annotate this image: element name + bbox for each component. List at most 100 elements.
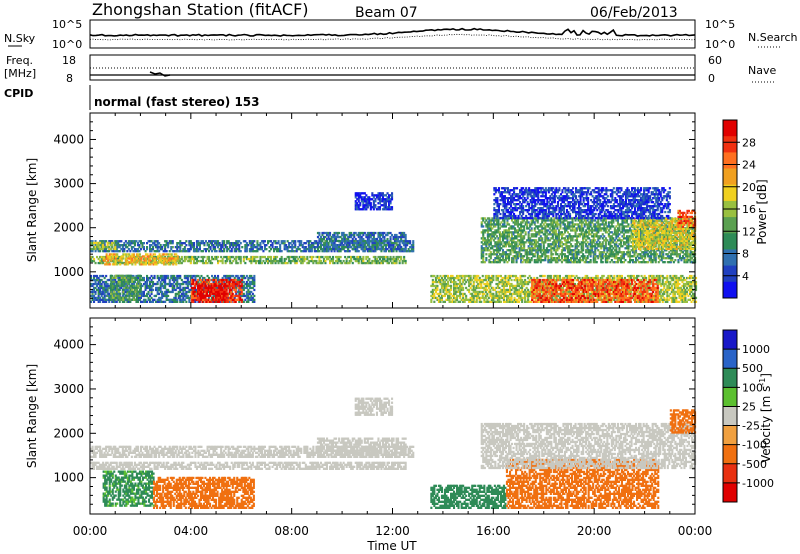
power-echo-cell bbox=[404, 259, 407, 263]
power-echo-cell bbox=[341, 246, 344, 249]
power-echo-cell bbox=[637, 274, 640, 278]
power-echo-cell bbox=[512, 284, 515, 288]
power-echo-cell bbox=[590, 290, 593, 294]
power-echo-cell bbox=[332, 239, 335, 243]
power-echo-cell bbox=[338, 250, 341, 253]
power-echo-cell bbox=[368, 257, 371, 261]
power-echo-cell bbox=[134, 276, 137, 279]
power-echo-cell bbox=[366, 204, 369, 207]
power-echo-cell bbox=[162, 278, 165, 282]
power-echo-cell bbox=[282, 240, 285, 243]
power-echo-cell bbox=[389, 243, 392, 247]
power-echo-cell bbox=[115, 282, 118, 286]
power-echo-cell bbox=[112, 261, 115, 265]
power-echo-cell bbox=[388, 198, 391, 201]
power-echo-cell bbox=[236, 248, 239, 251]
power-echo-cell bbox=[155, 300, 158, 303]
power-echo-cell bbox=[236, 282, 239, 286]
power-echo-cell bbox=[132, 282, 135, 285]
power-echo-cell bbox=[434, 286, 437, 290]
power-echo-cell bbox=[388, 202, 391, 205]
power-echo-cell bbox=[309, 250, 312, 253]
power-echo-cell bbox=[238, 244, 241, 247]
power-echo-cell bbox=[453, 276, 456, 280]
power-echo-cell bbox=[230, 282, 233, 286]
power-echo-cell bbox=[319, 246, 322, 249]
power-echo-cell bbox=[389, 240, 392, 243]
power-echo-cell bbox=[454, 292, 457, 296]
power-echo-cell bbox=[566, 274, 569, 278]
power-echo-cell bbox=[193, 290, 196, 294]
power-echo-cell bbox=[110, 280, 113, 283]
power-echo-cell bbox=[371, 237, 374, 241]
power-echo-cell bbox=[139, 284, 142, 288]
power-echo-cell bbox=[120, 240, 123, 243]
power-echo-cell bbox=[215, 298, 218, 301]
power-echo-cell bbox=[366, 259, 369, 263]
power-echo-cell bbox=[140, 257, 143, 260]
power-echo-cell bbox=[398, 235, 401, 239]
power-echo-cell bbox=[146, 246, 149, 249]
power-echo-cell bbox=[329, 231, 332, 235]
power-echo-cell bbox=[507, 296, 510, 300]
power-echo-cell bbox=[483, 288, 486, 292]
power-echo-cell bbox=[127, 248, 130, 251]
power-echo-cell bbox=[162, 244, 165, 247]
power-echo-cell bbox=[496, 298, 499, 301]
power-echo-cell bbox=[216, 292, 219, 295]
power-echo-cell bbox=[397, 237, 400, 241]
power-echo-cell bbox=[208, 250, 211, 253]
power-echo-cell bbox=[285, 261, 288, 265]
power-echo-cell bbox=[120, 274, 123, 277]
power-echo-cell bbox=[171, 284, 174, 288]
power-echo-cell bbox=[147, 298, 150, 301]
power-echo-cell bbox=[105, 286, 108, 290]
power-echo-cell bbox=[330, 244, 333, 247]
power-echo-cell bbox=[165, 292, 168, 296]
power-echo-cell bbox=[174, 296, 177, 300]
power-echo-cell bbox=[365, 240, 368, 243]
power-echo-cell bbox=[383, 208, 386, 211]
power-echo-cell bbox=[251, 278, 254, 282]
power-echo-cell bbox=[283, 248, 286, 251]
power-echo-cell bbox=[103, 244, 106, 247]
power-echo-cell bbox=[378, 231, 381, 235]
power-echo-cell bbox=[285, 246, 288, 249]
power-echo-cell bbox=[348, 259, 351, 263]
power-echo-cell bbox=[490, 296, 493, 300]
power-echo-cell bbox=[110, 292, 113, 295]
power-echo-cell bbox=[96, 241, 99, 245]
power-echo-cell bbox=[528, 280, 531, 284]
power-echo-cell bbox=[462, 294, 465, 298]
power-echo-cell bbox=[152, 280, 155, 284]
power-echo-cell bbox=[380, 243, 383, 247]
power-echo-cell bbox=[453, 286, 456, 290]
power-echo-cell bbox=[149, 294, 152, 298]
power-echo-cell bbox=[227, 242, 230, 245]
power-echo-cell bbox=[223, 274, 226, 278]
power-echo-cell bbox=[307, 261, 310, 265]
power-echo-cell bbox=[586, 276, 589, 280]
power-echo-cell bbox=[522, 280, 525, 284]
power-echo-cell bbox=[210, 284, 213, 287]
power-echo-cell bbox=[471, 298, 474, 301]
power-echo-cell bbox=[216, 298, 219, 301]
power-echo-cell bbox=[480, 278, 483, 282]
power-echo-cell bbox=[474, 300, 477, 303]
power-echo-cell bbox=[96, 298, 99, 301]
power-echo-cell bbox=[90, 284, 93, 288]
power-echo-cell bbox=[94, 278, 97, 282]
power-echo-cell bbox=[244, 286, 247, 290]
power-echo-cell bbox=[105, 240, 108, 243]
power-echo-cell bbox=[204, 290, 207, 293]
power-echo-cell bbox=[630, 290, 633, 294]
power-echo-cell bbox=[369, 250, 372, 253]
power-echo-cell bbox=[189, 276, 192, 280]
power-echo-cell bbox=[431, 288, 434, 292]
power-echo-cell bbox=[472, 296, 475, 300]
power-echo-cell bbox=[105, 274, 108, 278]
power-echo-cell bbox=[201, 242, 204, 245]
power-echo-cell bbox=[442, 300, 445, 303]
power-echo-cell bbox=[516, 288, 519, 292]
power-echo-cell bbox=[111, 292, 114, 295]
